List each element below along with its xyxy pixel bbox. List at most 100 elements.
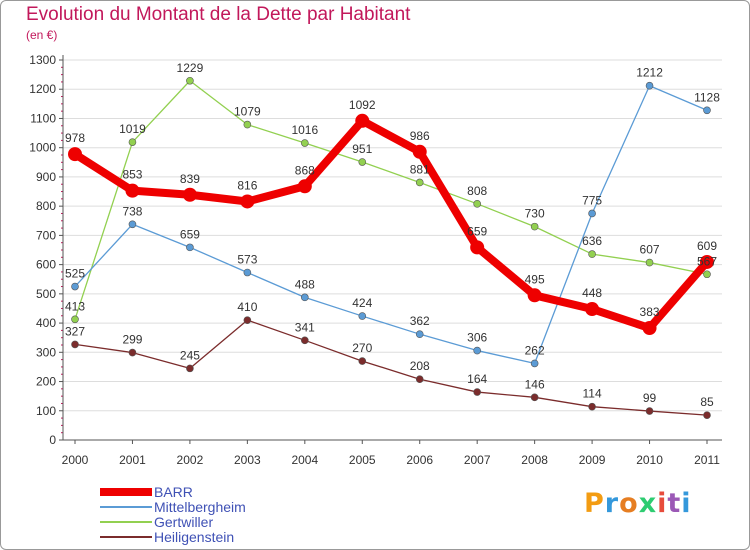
data-point xyxy=(68,147,82,162)
data-point xyxy=(243,268,252,277)
data-point xyxy=(128,348,137,357)
data-label: 164 xyxy=(467,372,487,386)
data-label: 853 xyxy=(122,168,142,182)
y-tick-label: 600 xyxy=(36,258,56,272)
series-line xyxy=(71,116,711,333)
data-point xyxy=(186,243,194,252)
data-point xyxy=(415,330,424,338)
chart-unit: (en €) xyxy=(26,28,58,42)
data-label: 978 xyxy=(65,131,85,145)
data-point xyxy=(71,282,79,291)
data-point xyxy=(703,411,711,419)
y-tick-label: 0 xyxy=(49,433,56,447)
data-label: 573 xyxy=(237,253,257,267)
series-line xyxy=(74,85,708,365)
data-label: 839 xyxy=(180,172,200,186)
data-point xyxy=(700,254,714,269)
data-point xyxy=(358,312,367,320)
data-point xyxy=(473,200,481,208)
data-point xyxy=(301,139,309,147)
data-point xyxy=(415,375,424,384)
x-tick-label: 2011 xyxy=(694,453,720,467)
data-point xyxy=(297,179,312,194)
data-label: 383 xyxy=(640,305,660,319)
data-label: 413 xyxy=(65,299,85,313)
data-label: 1016 xyxy=(291,123,318,137)
data-label: 495 xyxy=(525,272,545,286)
legend-label: Mittelbergheim xyxy=(154,499,246,515)
data-point xyxy=(645,258,654,267)
data-point xyxy=(530,359,539,368)
legend-label: BARR xyxy=(154,484,193,500)
legend-label: Heiligenstein xyxy=(154,529,234,545)
x-tick-label: 2009 xyxy=(579,453,606,467)
legend-label: Gertwiller xyxy=(154,514,213,530)
data-label: 114 xyxy=(583,387,602,401)
data-point xyxy=(473,346,481,355)
data-point xyxy=(301,293,309,302)
data-label: 448 xyxy=(582,286,602,300)
data-point xyxy=(588,402,596,411)
data-point xyxy=(240,194,255,209)
y-tick-label: 1000 xyxy=(29,141,56,155)
data-label: 816 xyxy=(237,178,257,192)
data-label: 659 xyxy=(180,227,200,241)
data-point xyxy=(301,336,309,345)
data-label: 881 xyxy=(410,162,430,176)
y-tick-label: 500 xyxy=(36,287,56,301)
x-tick-label: 2007 xyxy=(464,453,491,467)
data-point xyxy=(527,288,542,303)
data-point xyxy=(588,250,596,258)
data-point xyxy=(530,222,539,231)
data-label: 738 xyxy=(122,204,142,218)
data-label: 245 xyxy=(180,348,200,362)
data-label: 488 xyxy=(295,277,315,291)
series-line xyxy=(74,319,708,416)
series-line xyxy=(74,80,708,320)
data-point xyxy=(128,138,137,146)
data-label: 525 xyxy=(65,267,85,281)
data-label: 1079 xyxy=(234,105,261,119)
data-label: 299 xyxy=(122,333,142,347)
data-point xyxy=(71,315,79,324)
data-label: 341 xyxy=(295,320,315,334)
data-point xyxy=(642,321,657,336)
data-point xyxy=(71,340,79,349)
data-label: 609 xyxy=(697,239,717,253)
data-point xyxy=(415,178,424,187)
x-tick-label: 2004 xyxy=(291,453,318,467)
data-point xyxy=(703,270,711,279)
x-tick-label: 2001 xyxy=(119,453,146,467)
data-label: 208 xyxy=(410,359,430,373)
x-tick-label: 2002 xyxy=(177,453,204,467)
data-point xyxy=(243,120,252,129)
x-tick-label: 2010 xyxy=(636,453,663,467)
data-label: 270 xyxy=(352,341,372,355)
data-point xyxy=(412,144,427,159)
proxiti-logo: Proxiti xyxy=(584,488,692,519)
y-tick-label: 800 xyxy=(36,199,56,213)
data-label: 986 xyxy=(410,129,430,143)
data-label: 730 xyxy=(525,207,545,221)
data-label: 868 xyxy=(295,163,315,177)
y-tick-label: 400 xyxy=(36,316,56,330)
y-tick-label: 700 xyxy=(36,228,56,242)
y-tick-label: 1100 xyxy=(30,111,56,125)
data-label: 1019 xyxy=(119,122,146,136)
data-point xyxy=(358,158,367,166)
data-point xyxy=(186,364,194,373)
data-point xyxy=(243,316,252,324)
data-point xyxy=(473,388,481,396)
data-point xyxy=(703,106,711,115)
y-tick-label: 900 xyxy=(36,170,56,184)
y-tick-label: 1200 xyxy=(29,82,56,96)
data-point xyxy=(530,393,539,402)
data-label: 659 xyxy=(467,224,487,238)
data-label: 99 xyxy=(643,391,657,405)
data-point xyxy=(182,187,197,202)
data-label: 410 xyxy=(237,300,257,314)
y-tick-label: 100 xyxy=(36,404,56,418)
data-label: 1229 xyxy=(177,61,204,75)
